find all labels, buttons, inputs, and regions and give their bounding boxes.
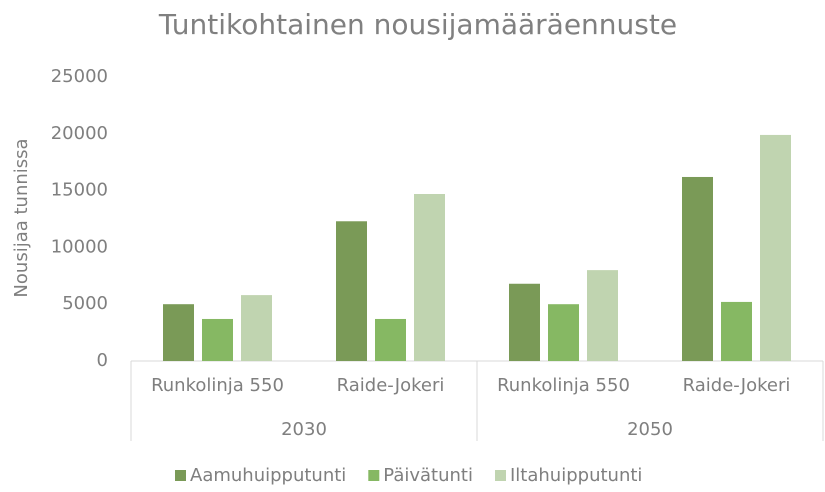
- y-tick-label: 10000: [51, 236, 108, 257]
- bar: [202, 318, 233, 361]
- x-tick-label: Runkolinja 550: [497, 375, 630, 396]
- bar: [587, 270, 618, 361]
- y-tick-label: 5000: [62, 293, 108, 314]
- bar: [682, 176, 713, 361]
- legend-label: Aamuhuipputunti: [190, 465, 346, 486]
- legend-label: Iltahuipputunti: [510, 465, 642, 486]
- bar: [375, 318, 406, 361]
- x-tick-label: Raide-Jokeri: [683, 375, 791, 396]
- y-tick-label: 20000: [51, 123, 108, 144]
- legend-swatch: [368, 470, 380, 481]
- x-tick-label: Raide-Jokeri: [337, 375, 445, 396]
- bar: [548, 304, 579, 361]
- bar: [760, 134, 791, 361]
- bar: [336, 221, 367, 361]
- y-tick-label: 0: [97, 350, 108, 371]
- y-tick-label: 15000: [51, 180, 108, 201]
- legend-swatch: [175, 470, 186, 481]
- bar: [241, 295, 272, 361]
- bar: [414, 194, 445, 361]
- legend-swatch: [495, 470, 506, 481]
- bar: [721, 301, 752, 361]
- x-tick-label: Runkolinja 550: [151, 375, 284, 396]
- bar: [163, 304, 194, 361]
- y-tick-label: 25000: [51, 66, 108, 87]
- group-label: 2030: [281, 419, 327, 440]
- bar: [509, 283, 540, 361]
- legend-label: Päivätunti: [383, 465, 473, 486]
- group-label: 2050: [627, 419, 673, 440]
- chart-title: Tuntikohtainen nousijamääräennuste: [158, 8, 677, 41]
- y-axis-label: Nousijaa tunnissa: [11, 138, 32, 297]
